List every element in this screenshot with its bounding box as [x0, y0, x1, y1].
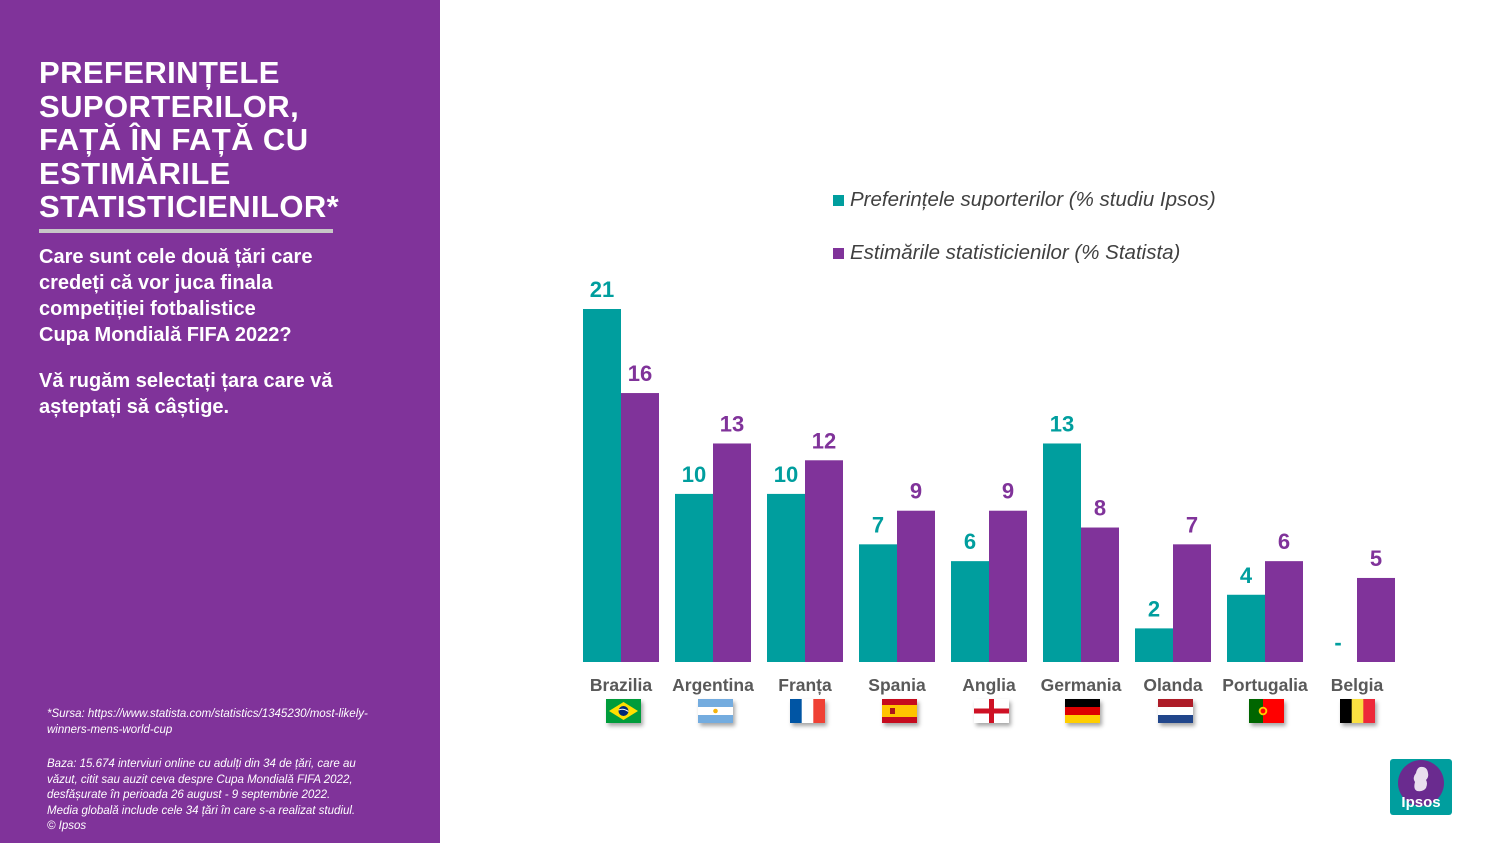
data-label: 13 [720, 411, 744, 436]
data-label: 12 [812, 428, 836, 453]
title-line: SUPORTERILOR, [39, 88, 300, 124]
bar [859, 544, 897, 662]
title-divider [39, 229, 333, 233]
page-title: PREFERINȚELE SUPORTERILOR, FAȚĂ ÎN FAȚĂ … [39, 56, 419, 224]
category-label: Portugalia [1222, 675, 1308, 695]
base-line: văzut, citit sau auzit ceva despre Cupa … [47, 773, 353, 786]
legend-label: Preferințele suporterilor (% studiu Ipso… [850, 188, 1216, 211]
source-note: *Sursa: https://www.statista.com/statist… [47, 706, 417, 738]
category-label: Brazilia [590, 675, 653, 695]
legend-swatch-purple [833, 247, 844, 259]
survey-instruction: Vă rugăm selectați țara care vă așteptaț… [39, 370, 333, 418]
data-label: 13 [1050, 411, 1074, 436]
data-label: 10 [682, 462, 706, 487]
france-flag [790, 699, 825, 723]
bar [1265, 561, 1303, 662]
portugal-flag [1249, 699, 1284, 723]
base-line: desfășurate în perioada 26 august - 9 se… [47, 789, 331, 801]
data-label: 8 [1094, 496, 1106, 521]
data-label: 6 [964, 529, 976, 554]
title-line: STATISTICIENILOR* [39, 189, 340, 224]
data-label: 5 [1370, 546, 1382, 571]
bar [1043, 443, 1081, 662]
legend-swatch-teal [833, 194, 844, 206]
base-line: Media globală include cele 34 țări în ca… [47, 804, 356, 817]
title-line: ESTIMĂRILE [39, 155, 231, 191]
ipsos-logo: Ipsos [1390, 759, 1452, 815]
bar [1173, 544, 1211, 662]
category-label: Germania [1041, 675, 1122, 695]
bar [1227, 594, 1265, 662]
question-line: Care sunt cele două țări care [39, 246, 313, 268]
base-note: Baza: 15.674 interviuri online cu adulți… [47, 757, 417, 835]
argentina-flag [698, 699, 733, 723]
bar [1135, 628, 1173, 662]
data-label: 21 [590, 277, 614, 302]
germany-flag [1065, 699, 1100, 723]
data-label: 7 [1186, 512, 1198, 537]
title-line: FAȚĂ ÎN FAȚĂ CU [39, 122, 309, 157]
legend-item-fans: Preferințele suporterilor (% studiu Ipso… [833, 186, 1216, 214]
survey-question: Care sunt cele două țări care credeți că… [39, 244, 419, 348]
source-line: *Sursa: https://www.statista.com/statist… [47, 708, 368, 720]
data-label: - [1334, 630, 1341, 655]
chart-legend: Preferințele suporterilor (% studiu Ipso… [833, 186, 1216, 292]
data-label: 6 [1278, 529, 1290, 554]
bar [989, 510, 1027, 662]
spain-flag [882, 699, 917, 723]
category-label: Spania [868, 675, 926, 695]
bar [1081, 527, 1119, 662]
category-label: Belgia [1331, 675, 1384, 695]
category-label: Olanda [1143, 675, 1203, 695]
data-label: 4 [1240, 563, 1253, 588]
question-line: Cupa Mondială FIFA 2022? [39, 324, 292, 346]
bar [805, 460, 843, 662]
bar [675, 493, 713, 662]
netherlands-flag [1158, 699, 1193, 723]
bar [713, 443, 751, 662]
category-label: Argentina [672, 675, 754, 695]
bar [1357, 577, 1395, 662]
brazil-flag [606, 699, 641, 723]
category-label: Franța [778, 675, 832, 695]
bar [897, 510, 935, 662]
bar [621, 393, 659, 662]
data-label: 9 [910, 479, 922, 504]
logo-text: Ipsos [1401, 794, 1440, 811]
data-label: 2 [1148, 596, 1160, 621]
title-line: PREFERINȚELE [39, 55, 280, 90]
data-label: 7 [872, 512, 884, 537]
source-line: winners-mens-world-cup [47, 724, 173, 736]
left-panel: PREFERINȚELE SUPORTERILOR, FAȚĂ ÎN FAȚĂ … [0, 0, 440, 843]
data-label: 9 [1002, 479, 1014, 504]
data-label: 16 [628, 361, 652, 386]
bar [767, 493, 805, 662]
logo-profile-shape [1413, 766, 1429, 792]
legend-item-statisticians: Estimările statisticienilor (% Statista) [833, 239, 1216, 267]
bar [951, 561, 989, 662]
category-label: Anglia [962, 675, 1016, 695]
legend-label: Estimările statisticienilor (% Statista) [850, 241, 1181, 264]
belgium-flag [1340, 699, 1375, 723]
question-line: credeți că vor juca finala [39, 272, 273, 294]
base-line: Baza: 15.674 interviuri online cu adulți… [47, 758, 356, 770]
data-label: 10 [774, 462, 798, 487]
bar [583, 309, 621, 662]
question-line: competiției fotbalistice [39, 298, 256, 320]
base-line: © Ipsos [47, 820, 87, 832]
england-flag [974, 699, 1009, 723]
